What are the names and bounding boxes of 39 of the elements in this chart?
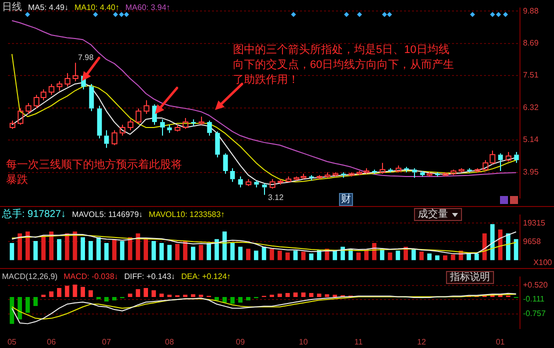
chart-title: 日线 xyxy=(2,2,22,13)
y-tick-label: 9.88 xyxy=(523,6,540,16)
x-tick-label: 12 xyxy=(417,337,427,346)
x-tick-label: 09 xyxy=(236,337,246,346)
y-tick-label: +0.520 xyxy=(523,280,548,290)
annotation: 财 xyxy=(341,194,351,205)
annotation: 每一次三线顺下的地方预示着此股将暴跌 xyxy=(6,159,182,186)
y-tick-label: -0.757 xyxy=(523,309,546,318)
y-axis-title: X100 xyxy=(533,258,552,267)
y-tick-label: 6.32 xyxy=(523,103,540,112)
annotation: 指标说明 xyxy=(450,272,490,283)
text: DIFF: +0.143↓ xyxy=(124,272,176,281)
annotation: 成交量 xyxy=(418,209,448,220)
text: MA5: 4.49↓ xyxy=(28,3,68,12)
text: MAVOL10: 1233583↑ xyxy=(148,210,225,219)
y-tick-label: 9658 xyxy=(523,236,542,246)
y-tick-label: 3.95 xyxy=(523,168,540,177)
series-label: MACD: -0.038↓ xyxy=(64,272,118,281)
series-label: MAVOL5: 1146979↓ xyxy=(72,210,143,219)
x-tick-label: 01 xyxy=(496,337,506,346)
x-tick-label: 06 xyxy=(46,337,56,346)
y-tick-label: 7.51 xyxy=(523,70,540,80)
y-tick-label: 8.69 xyxy=(523,38,540,48)
y-tick-label: -0.111 xyxy=(523,294,546,304)
y-tick-label: 5.14 xyxy=(523,135,540,144)
annotation: 3.12 xyxy=(268,193,284,202)
x-tick-label: 05 xyxy=(7,337,17,346)
text: DEA: +0.124↑ xyxy=(181,272,231,281)
annotation: 7.98 xyxy=(78,53,94,62)
text: MA10: 4.40↑ xyxy=(74,3,120,12)
annotation: 图中的三个箭头所指处，均是5日、10日均线向下的交叉点，60日均线方向向下，从而产生了助跌作用！ xyxy=(233,44,454,86)
text: MA60: 3.94↑ xyxy=(125,3,170,12)
y-tick-label: 19315 xyxy=(523,218,546,228)
x-tick-label: 08 xyxy=(165,337,174,346)
x-tick-label: 11 xyxy=(354,337,364,346)
chart-title: MACD(12,26,9) xyxy=(2,272,58,281)
x-tick-label: 07 xyxy=(102,337,112,346)
x-tick-label: 10 xyxy=(298,337,308,346)
series-label: 总手: 917827↓ xyxy=(2,209,66,220)
